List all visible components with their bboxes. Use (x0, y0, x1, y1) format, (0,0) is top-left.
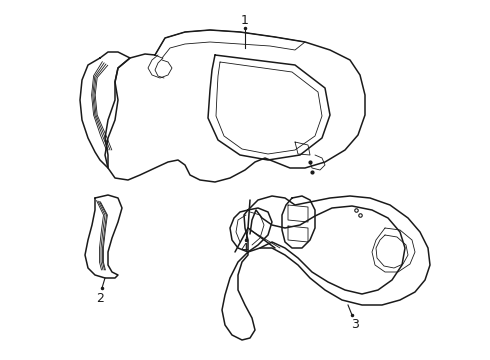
Text: 2: 2 (96, 292, 104, 305)
Text: 3: 3 (351, 319, 359, 332)
Text: 4: 4 (240, 242, 248, 255)
Text: 1: 1 (241, 13, 249, 27)
